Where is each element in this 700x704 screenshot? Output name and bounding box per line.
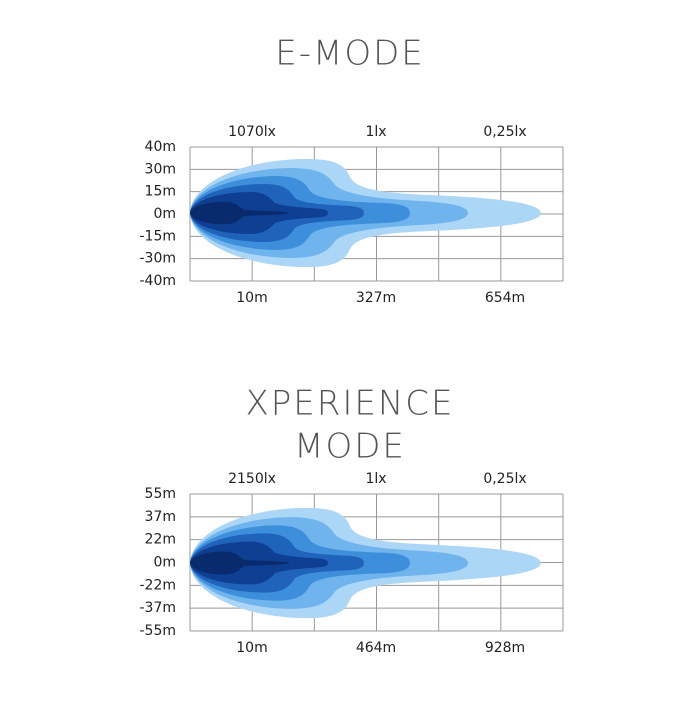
lux-label: 1070lx [228,124,276,140]
y-label: 15m [145,184,176,200]
y-label: 22m [145,532,176,548]
distance-label: 928m [485,640,525,656]
beam-pattern [190,158,541,268]
y-label: -40m [139,273,176,289]
lux-label: 2150lx [228,471,276,487]
lux-label: 1lx [365,471,386,487]
panel-title: E-MODE [275,34,425,74]
y-label: -37m [139,600,176,616]
y-label: -55m [139,623,176,639]
y-label: 37m [145,509,176,525]
y-label: -15m [139,228,176,244]
y-label: -22m [139,577,176,593]
panel-title: MODE [294,427,406,467]
y-label: 0m [153,206,176,222]
distance-label: 10m [236,290,267,306]
y-label: 55m [145,486,176,502]
lux-label: 1lx [365,124,386,140]
panel-title: XPERIENCE [245,384,454,424]
y-label: -30m [139,251,176,267]
beam-pattern [190,507,541,619]
lux-label: 0,25lx [483,471,526,487]
distance-label: 654m [485,290,525,306]
y-label: 0m [153,555,176,571]
distance-label: 327m [356,290,396,306]
y-label: 40m [145,139,176,155]
lux-label: 0,25lx [483,124,526,140]
y-label: 30m [145,161,176,177]
distance-label: 10m [236,640,267,656]
distance-label: 464m [356,640,396,656]
